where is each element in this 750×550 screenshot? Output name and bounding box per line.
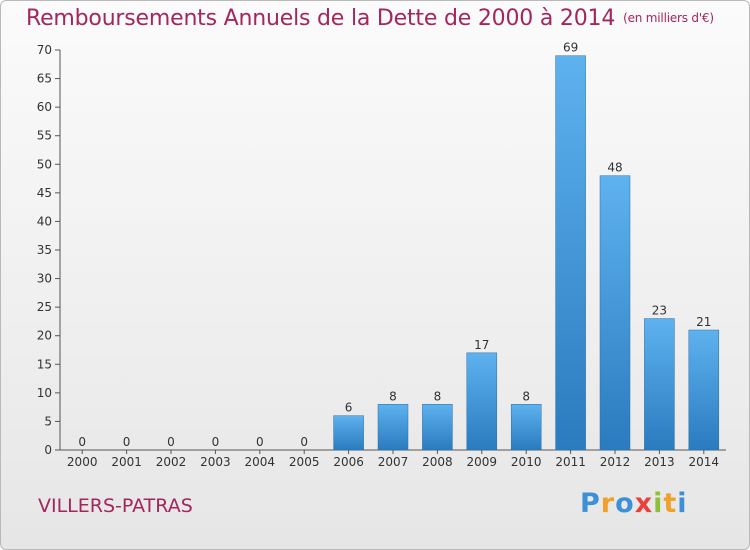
logo-letter: x: [634, 488, 654, 519]
bar-2014: [688, 329, 720, 451]
y-tick-label: 15: [37, 357, 52, 371]
logo-letter: P: [580, 488, 601, 519]
y-tick-label: 20: [37, 329, 52, 343]
y-tick-label: 50: [37, 157, 52, 171]
logo-letter: t: [663, 488, 678, 519]
bar-2007: [377, 404, 409, 451]
x-tick-label-2012: 2012: [600, 455, 631, 469]
y-tick-label: 0: [44, 443, 52, 457]
bar-2013: [644, 318, 675, 451]
y-tick-label: 10: [37, 386, 52, 400]
x-tick-label-2009: 2009: [467, 455, 498, 469]
logo-letter: i: [677, 488, 688, 519]
data-label-2013: 23: [652, 304, 667, 318]
data-label-2003: 0: [212, 435, 220, 449]
y-tick-label: 5: [44, 414, 52, 428]
y-tick-label: 30: [37, 272, 52, 286]
logo-letter: i: [653, 488, 664, 519]
bar-2006: [333, 415, 364, 451]
y-tick-label: 60: [37, 100, 52, 114]
data-label-2010: 8: [522, 389, 530, 403]
y-tick-label: 55: [37, 129, 52, 143]
x-tick-label-2014: 2014: [689, 455, 720, 469]
data-label-2005: 0: [300, 435, 308, 449]
data-label-2006: 6: [345, 401, 353, 415]
x-tick-label-2003: 2003: [200, 455, 231, 469]
x-tick-label-2007: 2007: [378, 455, 409, 469]
x-tick-label-2010: 2010: [511, 455, 542, 469]
x-tick-label-2002: 2002: [156, 455, 187, 469]
data-label-2011: 69: [563, 41, 578, 55]
y-tick-label: 25: [37, 300, 52, 314]
proxiti-logo: Proxiti: [580, 488, 688, 519]
data-label-2009: 17: [474, 338, 489, 352]
y-tick-label: 45: [37, 186, 52, 200]
data-label-2012: 48: [607, 161, 622, 175]
x-tick-label-2011: 2011: [555, 455, 586, 469]
bar-2012: [599, 175, 631, 451]
data-label-2007: 8: [389, 389, 397, 403]
chart-title-text: Remboursements Annuels de la Dette de 20…: [26, 6, 616, 31]
bar-2011: [555, 55, 586, 451]
x-tick-label-2008: 2008: [422, 455, 453, 469]
y-tick-label: 65: [37, 72, 52, 86]
data-label-2004: 0: [256, 435, 264, 449]
data-label-2000: 0: [78, 435, 86, 449]
commune-name: VILLERS-PATRAS: [38, 495, 193, 517]
x-tick-label-2006: 2006: [333, 455, 364, 469]
x-tick-label-2000: 2000: [67, 455, 98, 469]
logo-letter: r: [600, 488, 616, 519]
y-tick-label: 40: [37, 214, 52, 228]
chart-title: Remboursements Annuels de la Dette de 20…: [26, 6, 714, 31]
bar-2009: [466, 352, 498, 451]
data-label-2002: 0: [167, 435, 175, 449]
data-label-2008: 8: [434, 389, 442, 403]
chart-bars: 0 0 0 0 0 0 6 8 8 17 8 69 48 23 21: [78, 41, 720, 451]
data-label-2001: 0: [123, 435, 131, 449]
logo-letter: o: [615, 488, 635, 519]
x-tick-label-2013: 2013: [644, 455, 675, 469]
y-tick-label: 35: [37, 243, 52, 257]
bar-2008: [422, 404, 453, 451]
data-label-2014: 21: [696, 315, 711, 329]
chart-subtitle: (en milliers d'€): [623, 11, 714, 25]
x-tick-label-2005: 2005: [289, 455, 320, 469]
bar-2010: [510, 404, 542, 451]
y-tick-label: 70: [37, 43, 52, 57]
x-tick-label-2004: 2004: [245, 455, 276, 469]
x-tick-label-2001: 2001: [111, 455, 142, 469]
